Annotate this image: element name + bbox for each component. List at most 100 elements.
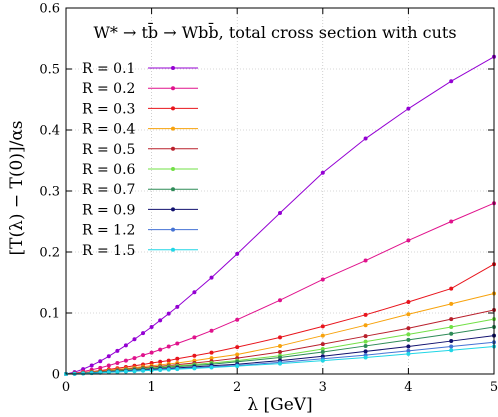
data-point (406, 348, 411, 353)
data-point (141, 353, 146, 358)
data-point (363, 323, 368, 328)
data-point (406, 300, 411, 305)
x-tick-label: 4 (404, 380, 412, 395)
data-point (406, 337, 411, 342)
data-point (106, 370, 111, 375)
y-tick-label: 0.1 (39, 307, 60, 322)
data-point (106, 354, 111, 359)
data-point (123, 343, 128, 348)
data-point (363, 334, 368, 339)
data-point (115, 369, 120, 374)
data-point (132, 337, 137, 342)
data-point (278, 355, 282, 360)
data-point (406, 351, 411, 356)
data-point (449, 331, 454, 336)
data-point (320, 324, 325, 329)
data-point (320, 170, 325, 175)
legend-label: R = 0.3 (82, 101, 135, 117)
data-point (449, 317, 454, 322)
legend-label: R = 1.2 (82, 223, 135, 239)
legend-marker (171, 247, 175, 252)
data-point (320, 346, 325, 351)
y-axis-title: [T(λ) − T(0)]/αs (7, 120, 27, 255)
legend-label: R = 0.7 (82, 182, 135, 198)
data-point (209, 350, 214, 355)
legend: R = 0.1 R = 0.2 R = 0.3 R = 0.4 R = 0.5 R = 0… (82, 61, 198, 259)
data-point (406, 312, 411, 317)
legend-marker (171, 146, 175, 151)
data-point (363, 136, 368, 141)
data-point (278, 350, 282, 355)
data-point (406, 326, 411, 331)
data-point (166, 367, 171, 372)
data-point (278, 361, 282, 366)
data-point (175, 367, 180, 372)
data-point (98, 359, 103, 364)
data-point (123, 369, 128, 374)
data-point (132, 369, 137, 374)
data-point (166, 311, 171, 316)
y-tick-label: 0.2 (39, 246, 60, 261)
data-point (106, 363, 111, 368)
data-point (320, 358, 325, 363)
data-point (149, 350, 154, 355)
data-point (192, 366, 197, 371)
data-point (81, 371, 86, 376)
data-point (98, 365, 103, 370)
legend-marker (171, 126, 175, 131)
data-point (115, 361, 120, 366)
y-tick-label: 0 (52, 368, 60, 383)
data-point (363, 258, 368, 263)
data-point (175, 356, 180, 361)
data-point (320, 333, 325, 338)
y-tick-label: 0.5 (39, 63, 60, 78)
data-point (158, 318, 163, 323)
legend-marker (171, 227, 175, 232)
data-point (149, 325, 154, 330)
data-point (449, 325, 454, 330)
data-point (141, 368, 146, 373)
data-point (406, 106, 411, 111)
data-point (449, 286, 454, 291)
data-point (89, 363, 94, 368)
y-tick-label: 0.4 (39, 124, 60, 139)
data-point (278, 210, 282, 215)
data-point (115, 348, 120, 353)
data-point (278, 343, 282, 348)
legend-marker (171, 207, 175, 212)
data-point (363, 312, 368, 317)
data-point (235, 317, 240, 322)
data-point (209, 356, 214, 361)
data-point (209, 275, 214, 280)
data-point (449, 79, 454, 84)
data-point (158, 359, 163, 364)
data-point (406, 238, 411, 243)
data-point (209, 365, 214, 370)
legend-marker (171, 86, 175, 91)
tick-labels: 0 1 2 3 4 5 0 0.1 0.2 0.3 0.4 0.5 0.6 (39, 2, 498, 396)
legend-marker (171, 106, 175, 111)
data-point (449, 219, 454, 224)
data-point (363, 355, 368, 360)
chart-title: W* → tb̄ → Wbb̄, total cross section wit… (93, 21, 456, 42)
data-point (449, 344, 454, 349)
data-point (166, 344, 171, 349)
x-tick-label: 5 (490, 380, 498, 395)
data-point (123, 358, 128, 363)
data-point (235, 352, 240, 357)
data-point (192, 290, 197, 295)
legend-label: R = 0.4 (82, 122, 136, 138)
data-point (192, 335, 197, 340)
legend-marker (171, 187, 175, 192)
legend-label: R = 0.5 (82, 142, 135, 158)
legend-marker (171, 66, 175, 70)
data-point (235, 364, 240, 369)
data-point (209, 328, 214, 333)
data-point (235, 251, 240, 256)
data-point (449, 348, 454, 353)
data-point (363, 339, 368, 344)
data-point (166, 358, 171, 363)
data-point (158, 347, 163, 352)
legend-marker (171, 167, 175, 171)
